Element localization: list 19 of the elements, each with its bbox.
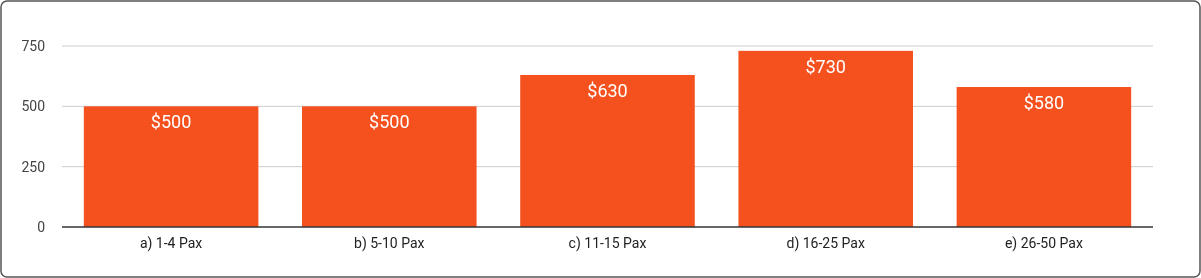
bar <box>302 106 477 227</box>
y-tick-label: 250 <box>21 158 46 175</box>
x-tick-label: d) 16-25 Pax <box>786 235 865 252</box>
data-label: $580 <box>1023 92 1065 114</box>
x-tick-label: c) 11-15 Pax <box>568 235 647 252</box>
data-label: $730 <box>805 55 846 77</box>
x-tick-label: a) 1-4 Pax <box>139 235 203 252</box>
y-tick-label: 0 <box>37 218 46 235</box>
data-label: $500 <box>150 111 192 133</box>
bar <box>956 87 1132 227</box>
data-label: $630 <box>587 79 628 101</box>
x-tick-label: b) 5-10 Pax <box>354 235 425 252</box>
bar <box>83 106 259 227</box>
y-tick-label: 500 <box>21 98 46 115</box>
data-label: $500 <box>369 111 410 133</box>
bar <box>520 74 695 227</box>
x-tick-label: e) 26-50 Pax <box>1004 235 1083 252</box>
bar <box>738 50 913 227</box>
y-tick-label: 750 <box>21 37 46 54</box>
